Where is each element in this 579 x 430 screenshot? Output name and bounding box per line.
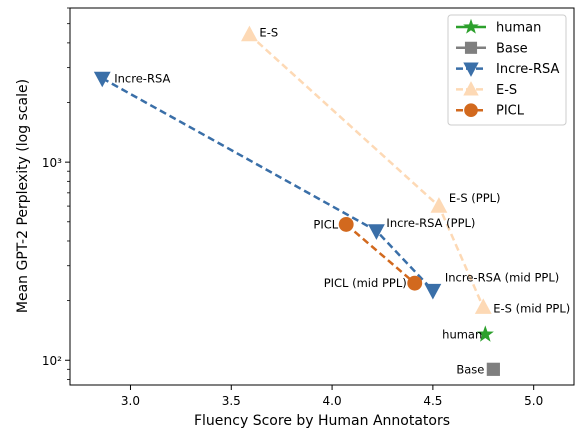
series-incre-rsa (93, 71, 442, 300)
point-label: Incre-RSA (PPL) (386, 216, 475, 230)
data-point (241, 25, 258, 42)
series-layer (93, 25, 500, 376)
point-label: E-S (mid PPL) (493, 301, 570, 315)
data-point (424, 283, 442, 300)
series-base (486, 362, 500, 376)
legend-entry: Incre-RSA (456, 62, 559, 77)
legend-label: human (496, 21, 541, 36)
x-tick-label: 3.0 (121, 394, 140, 408)
point-label: PICL (313, 217, 338, 231)
x-axis-label: Fluency Score by Human Annotators (194, 413, 450, 429)
legend-marker (463, 81, 479, 96)
data-point (93, 71, 111, 88)
y-tick-label: 10³ (42, 156, 62, 170)
data-point (368, 224, 385, 240)
x-tick-label: 3.5 (222, 394, 241, 408)
series-line (345, 223, 416, 285)
data-point (474, 298, 492, 314)
annotation-layer: human Base Incre-RSA Incre-RSA (PPL) Incre-R… (114, 26, 570, 377)
point-label: Base (456, 362, 484, 376)
legend-marker (464, 103, 478, 118)
data-point (430, 197, 448, 213)
data-point (486, 362, 500, 376)
legend-label: E-S (496, 83, 517, 98)
axis-layer: 3.0 3.5 4.0 4.5 5.0 10² 10³ (42, 7, 543, 408)
point-label: Incre-RSA (114, 71, 170, 85)
x-tick-label: 4.0 (323, 394, 342, 408)
legend-marker (463, 18, 479, 34)
legend-entry: Base (456, 41, 528, 56)
legend-marker (464, 41, 478, 54)
series-e-s (241, 25, 492, 314)
point-label: human (442, 327, 482, 341)
legend-box (447, 14, 567, 126)
point-label: E-S (PPL) (449, 191, 501, 205)
legend-entry: human (456, 18, 541, 36)
legend-entry: PICL (456, 103, 525, 119)
x-tick-label: 5.0 (524, 394, 543, 408)
point-label: PICL (mid PPL) (324, 276, 407, 290)
legend-entry: E-S (456, 81, 517, 98)
legend-label: Incre-RSA (496, 62, 559, 77)
plot-frame (69, 7, 575, 386)
series-picl (338, 216, 423, 291)
data-point (407, 275, 423, 291)
legend-marker (463, 62, 479, 77)
series-human (476, 325, 494, 342)
data-point (476, 325, 494, 342)
legend: human Base Incre-RSA E-S PICL (447, 14, 567, 126)
series-line (101, 77, 434, 292)
x-tick-label: 4.5 (423, 394, 442, 408)
legend-label: Base (496, 41, 528, 56)
data-point (338, 216, 354, 232)
y-tick-label: 10² (42, 354, 62, 368)
point-label: Incre-RSA (mid PPL) (445, 270, 559, 284)
legend-label: PICL (496, 104, 525, 119)
y-axis-label: Mean GPT-2 Perplexity (log scale) (15, 79, 31, 313)
point-label: E-S (259, 26, 278, 40)
